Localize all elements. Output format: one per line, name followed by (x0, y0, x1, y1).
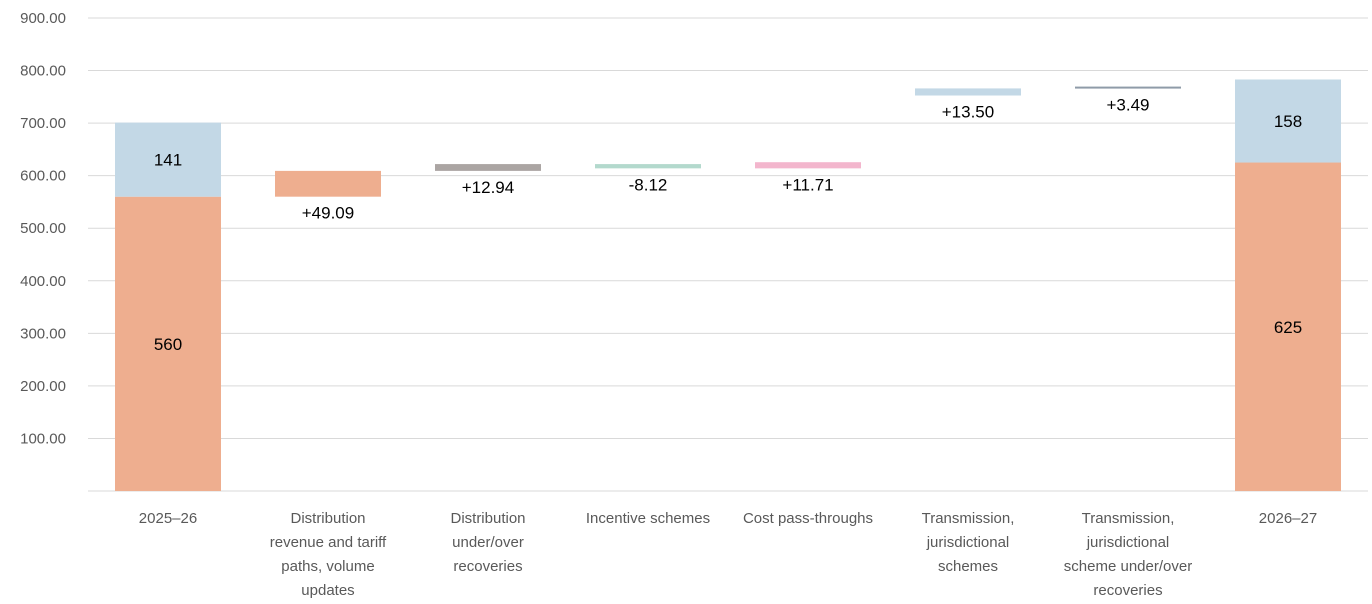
y-tick-label: 400.00 (20, 273, 66, 290)
data-label: +49.09 (302, 204, 354, 223)
data-label: 141 (154, 151, 182, 170)
total-bar-segment (115, 122, 221, 197)
x-tick-label-line: Cost pass-throughs (743, 510, 873, 527)
data-label: -8.12 (629, 175, 668, 194)
x-tick-label: Cost pass-throughs (743, 510, 873, 527)
x-tick-label-line: jurisdictional (926, 534, 1010, 551)
x-tick-label-line: Distribution (290, 510, 365, 527)
y-tick-label: 900.00 (20, 10, 66, 27)
y-tick-label: 100.00 (20, 430, 66, 447)
total-bar-segment (1235, 162, 1341, 491)
change-bar (1075, 86, 1181, 89)
y-tick-label: 300.00 (20, 325, 66, 342)
data-label: +12.94 (462, 178, 514, 197)
change-bar (595, 164, 701, 169)
y-tick-label: 700.00 (20, 115, 66, 132)
x-tick-label-line: under/over (452, 534, 524, 551)
y-tick-label: 600.00 (20, 168, 66, 185)
data-label: 625 (1274, 318, 1302, 337)
total-bar-segment (1235, 79, 1341, 163)
x-tick-label-line: Transmission, (922, 510, 1015, 527)
change-bar (755, 162, 861, 169)
x-tick-label-line: Incentive schemes (586, 510, 710, 527)
data-label: +13.50 (942, 103, 994, 122)
x-tick-label: 2025–26 (139, 510, 197, 527)
x-tick-label: 2026–27 (1259, 510, 1317, 527)
x-tick-label: Distribution under/over recoveries (450, 510, 525, 575)
x-tick-label: Distribution revenue and tariff paths, vol… (270, 510, 387, 599)
x-tick-label-line: recoveries (1093, 582, 1162, 599)
data-label: +11.71 (782, 175, 833, 194)
x-tick-label-line: updates (301, 582, 354, 599)
y-axis-ticks: 900.00 800.00 700.00 600.00 500.00 400.00 300.… (20, 10, 66, 447)
x-tick-label-line: schemes (938, 558, 998, 575)
x-tick-label-line: 2026–27 (1259, 510, 1317, 527)
y-tick-label: 500.00 (20, 220, 66, 237)
x-tick-label-line: revenue and tariff (270, 534, 387, 551)
data-label: +3.49 (1106, 96, 1149, 115)
y-tick-label: 800.00 (20, 63, 66, 80)
change-bar (915, 88, 1021, 96)
bars (115, 79, 1341, 491)
x-tick-label-line: paths, volume (281, 558, 374, 575)
x-tick-label-line: scheme under/over (1064, 558, 1192, 575)
change-bar (275, 170, 381, 197)
x-tick-label: Incentive schemes (586, 510, 710, 527)
x-tick-label-line: 2025–26 (139, 510, 197, 527)
y-tick-label: 200.00 (20, 378, 66, 395)
data-labels: 560 141 625 158 +49.09 +12.94 -8.12 +11.71 +13.5… (154, 96, 1302, 354)
gridlines (88, 17, 1368, 492)
x-axis-ticks: 2025–26 Distribution revenue and tariff pat… (139, 510, 1317, 599)
data-label: 158 (1274, 112, 1302, 131)
x-tick-label-line: Transmission, (1082, 510, 1175, 527)
x-tick-label-line: recoveries (453, 558, 522, 575)
data-label: 560 (154, 335, 182, 354)
x-tick-label-line: Distribution (450, 510, 525, 527)
total-bar-segment (115, 196, 221, 491)
change-bar (435, 164, 541, 171)
x-tick-label: Transmission, jurisdictional schemes (922, 510, 1015, 575)
x-tick-label: Transmission, jurisdictional scheme under/… (1064, 510, 1192, 599)
x-tick-label-line: jurisdictional (1086, 534, 1170, 551)
